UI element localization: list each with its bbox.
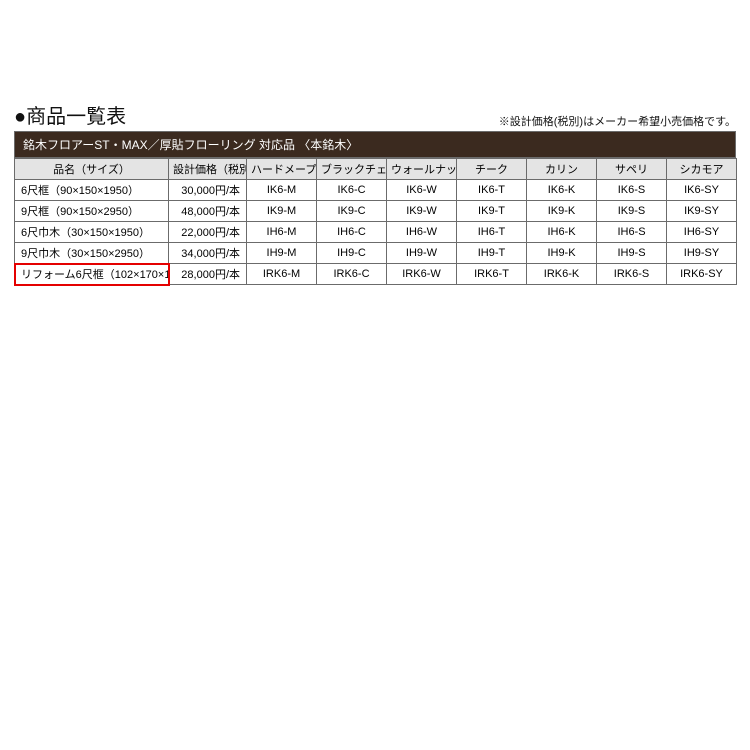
col-header: ウォールナット xyxy=(387,159,457,180)
title-row: ●商品一覧表 ※設計価格(税別)はメーカー希望小売価格です。 xyxy=(14,100,736,129)
category-banner: 銘木フロアーST・MAX／厚貼フローリング 対応品 〈本銘木〉 xyxy=(14,131,736,158)
code-cell: IRK6-W xyxy=(387,264,457,285)
table-body: 6尺框（90×150×1950）30,000円/本IK6-MIK6-CIK6-W… xyxy=(15,180,737,285)
col-header: 品名（サイズ） xyxy=(15,159,169,180)
col-header: カリン xyxy=(527,159,597,180)
table-row: 6尺框（90×150×1950）30,000円/本IK6-MIK6-CIK6-W… xyxy=(15,180,737,201)
product-name-cell: 9尺巾木（30×150×2950） xyxy=(15,243,169,264)
table-row: リフォーム6尺框（102×170×1950）28,000円/本IRK6-MIRK… xyxy=(15,264,737,285)
code-cell: IH6-SY xyxy=(667,222,737,243)
code-cell: IH9-K xyxy=(527,243,597,264)
price-cell: 34,000円/本 xyxy=(169,243,247,264)
col-header: 設計価格（税別） xyxy=(169,159,247,180)
price-cell: 48,000円/本 xyxy=(169,201,247,222)
product-table: 品名（サイズ）設計価格（税別）ハードメープルブラックチェリーウォールナットチーク… xyxy=(14,158,737,285)
code-cell: IH6-C xyxy=(317,222,387,243)
code-cell: IK6-T xyxy=(457,180,527,201)
section-title: ●商品一覧表 xyxy=(14,100,126,129)
code-cell: IK9-C xyxy=(317,201,387,222)
code-cell: IH9-W xyxy=(387,243,457,264)
code-cell: IH9-SY xyxy=(667,243,737,264)
code-cell: IH6-S xyxy=(597,222,667,243)
code-cell: IH6-T xyxy=(457,222,527,243)
price-cell: 22,000円/本 xyxy=(169,222,247,243)
col-header: サペリ xyxy=(597,159,667,180)
price-cell: 30,000円/本 xyxy=(169,180,247,201)
code-cell: IRK6-T xyxy=(457,264,527,285)
code-cell: IRK6-S xyxy=(597,264,667,285)
code-cell: IK9-W xyxy=(387,201,457,222)
product-name-cell: リフォーム6尺框（102×170×1950） xyxy=(15,264,169,285)
code-cell: IK6-W xyxy=(387,180,457,201)
code-cell: IK9-K xyxy=(527,201,597,222)
code-cell: IH9-S xyxy=(597,243,667,264)
code-cell: IK6-K xyxy=(527,180,597,201)
table-header-row: 品名（サイズ）設計価格（税別）ハードメープルブラックチェリーウォールナットチーク… xyxy=(15,159,737,180)
price-cell: 28,000円/本 xyxy=(169,264,247,285)
table-row: 9尺巾木（30×150×2950）34,000円/本IH9-MIH9-CIH9-… xyxy=(15,243,737,264)
code-cell: IRK6-C xyxy=(317,264,387,285)
code-cell: IK6-C xyxy=(317,180,387,201)
code-cell: IRK6-M xyxy=(247,264,317,285)
code-cell: IK6-M xyxy=(247,180,317,201)
product-name-cell: 6尺框（90×150×1950） xyxy=(15,180,169,201)
col-header: ハードメープル xyxy=(247,159,317,180)
table-row: 9尺框（90×150×2950）48,000円/本IK9-MIK9-CIK9-W… xyxy=(15,201,737,222)
code-cell: IK6-S xyxy=(597,180,667,201)
col-header: チーク xyxy=(457,159,527,180)
code-cell: IH9-T xyxy=(457,243,527,264)
code-cell: IH9-M xyxy=(247,243,317,264)
price-note: ※設計価格(税別)はメーカー希望小売価格です。 xyxy=(499,113,736,129)
code-cell: IK9-SY xyxy=(667,201,737,222)
code-cell: IK9-T xyxy=(457,201,527,222)
col-header: シカモア xyxy=(667,159,737,180)
code-cell: IH6-M xyxy=(247,222,317,243)
product-name-cell: 6尺巾木（30×150×1950） xyxy=(15,222,169,243)
code-cell: IRK6-SY xyxy=(667,264,737,285)
code-cell: IRK6-K xyxy=(527,264,597,285)
product-list-section: ●商品一覧表 ※設計価格(税別)はメーカー希望小売価格です。 銘木フロアーST・… xyxy=(14,100,736,285)
product-name-cell: 9尺框（90×150×2950） xyxy=(15,201,169,222)
code-cell: IK6-SY xyxy=(667,180,737,201)
code-cell: IH6-W xyxy=(387,222,457,243)
code-cell: IH6-K xyxy=(527,222,597,243)
code-cell: IK9-M xyxy=(247,201,317,222)
table-row: 6尺巾木（30×150×1950）22,000円/本IH6-MIH6-CIH6-… xyxy=(15,222,737,243)
code-cell: IH9-C xyxy=(317,243,387,264)
col-header: ブラックチェリー xyxy=(317,159,387,180)
code-cell: IK9-S xyxy=(597,201,667,222)
